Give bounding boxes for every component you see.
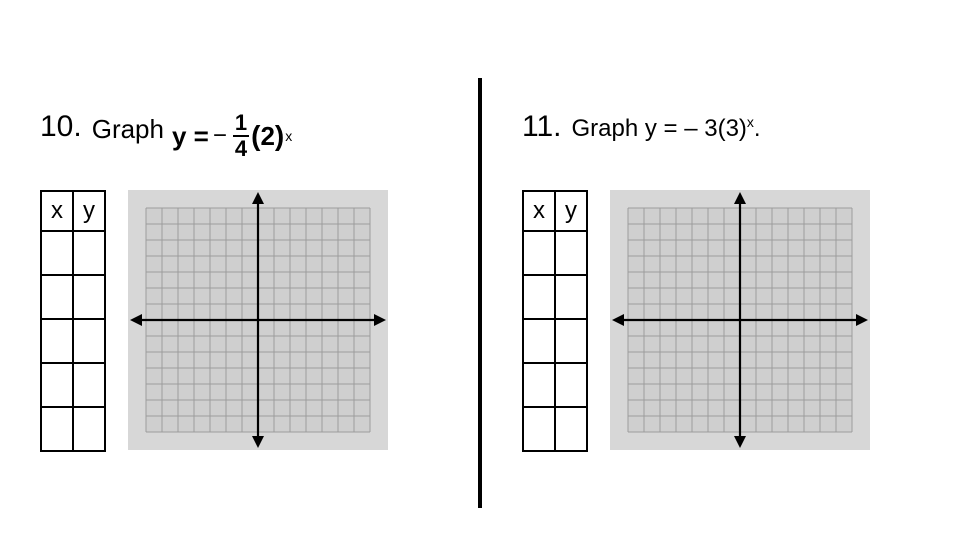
xy-table-11: x y — [522, 190, 588, 452]
grid-svg — [610, 190, 870, 450]
eq-paren-close: ) — [275, 120, 284, 152]
eq-lhs: y = — [172, 121, 209, 152]
equation-11: Graph y = – 3(3)x. — [571, 110, 760, 143]
table-row — [41, 275, 105, 319]
eq-exponent: x — [285, 128, 292, 144]
problem-number: 10. — [40, 110, 82, 144]
table-row — [523, 319, 587, 363]
table-header-y: y — [555, 191, 587, 231]
equation-10: y = − 1 4 ( 2 ) x — [172, 110, 292, 160]
problem-number: 11. — [522, 110, 561, 144]
eq-neg: − — [213, 122, 227, 150]
table-row — [523, 363, 587, 407]
eq-paren-open: ( — [251, 120, 260, 152]
table-row — [41, 407, 105, 451]
table-row — [41, 363, 105, 407]
table-row — [41, 319, 105, 363]
eq-base: 2 — [260, 121, 274, 152]
problem-10-content: x y — [40, 190, 438, 452]
coord-grid-10 — [128, 190, 388, 450]
table-row — [523, 407, 587, 451]
problem-10-heading: 10. Graph y = − 1 4 ( 2 ) x — [40, 110, 438, 160]
graph-label: Graph — [571, 115, 644, 142]
eq-exponent: x — [747, 114, 754, 130]
problem-11: 11. Graph y = – 3(3)x. x y — [482, 110, 960, 452]
table-header-x: x — [523, 191, 555, 231]
table-header-y: y — [73, 191, 105, 231]
table-row — [41, 231, 105, 275]
table-header-x: x — [41, 191, 73, 231]
xy-table-10: x y — [40, 190, 106, 452]
columns: 10. Graph y = − 1 4 ( 2 ) x — [0, 110, 960, 540]
problem-11-heading: 11. Graph y = – 3(3)x. — [522, 110, 920, 160]
fraction-den: 4 — [235, 137, 247, 160]
table-row — [523, 231, 587, 275]
grid-svg — [128, 190, 388, 450]
coord-grid-11 — [610, 190, 870, 450]
problem-11-content: x y — [522, 190, 920, 452]
eq-fraction: 1 4 — [233, 112, 249, 160]
fraction-num: 1 — [233, 112, 249, 137]
table-row — [523, 275, 587, 319]
graph-label: Graph — [92, 110, 164, 145]
page: 10. Graph y = − 1 4 ( 2 ) x — [0, 0, 960, 540]
problem-10: 10. Graph y = − 1 4 ( 2 ) x — [0, 110, 478, 452]
eq-text: y = – 3(3) — [645, 115, 747, 142]
eq-suffix: . — [754, 115, 761, 142]
